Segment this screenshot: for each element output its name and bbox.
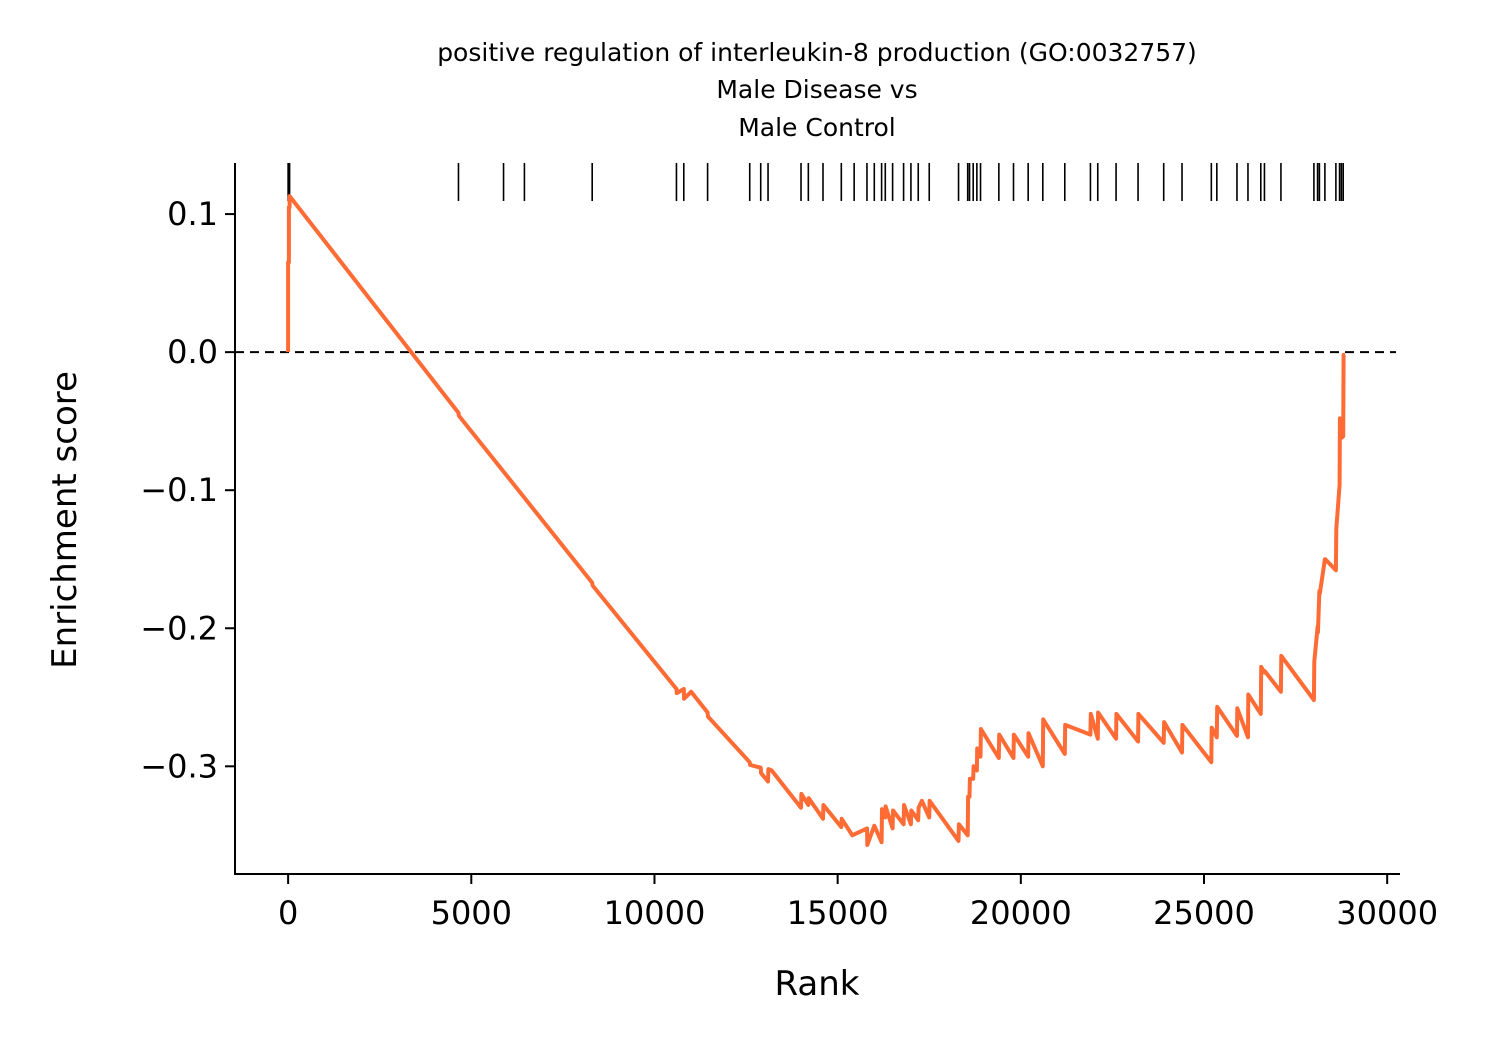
- enrichment-score-line: [286, 194, 1346, 847]
- y-tick-label: −0.3: [140, 747, 218, 785]
- x-tick-label: 20000: [970, 894, 1072, 932]
- x-tick-label: 15000: [787, 894, 889, 932]
- x-tick-label: 30000: [1336, 894, 1438, 932]
- y-axis-ticks: 0.1 0.0 −0.1 −0.2 −0.3: [140, 195, 235, 785]
- chart-title-line-1: positive regulation of interleukin-8 pro…: [437, 38, 1197, 67]
- chart-title-line-3: Male Control: [738, 113, 896, 142]
- gene-hit-marks: [287, 163, 1345, 201]
- x-axis-ticks: 0 5000 10000 15000 20000 25000 30000: [278, 874, 1438, 932]
- x-axis-label: Rank: [775, 964, 860, 1004]
- y-tick-label: 0.0: [167, 333, 218, 371]
- x-tick-label: 10000: [604, 894, 706, 932]
- y-tick-label: −0.1: [140, 471, 218, 509]
- y-axis-label: Enrichment score: [45, 371, 85, 669]
- x-tick-label: 25000: [1153, 894, 1255, 932]
- x-tick-label: 0: [278, 894, 298, 932]
- chart-title-line-2: Male Disease vs: [716, 75, 917, 104]
- x-tick-label: 5000: [431, 894, 512, 932]
- y-tick-label: −0.2: [140, 609, 218, 647]
- chart-title: positive regulation of interleukin-8 pro…: [437, 38, 1197, 142]
- y-tick-label: 0.1: [167, 195, 218, 233]
